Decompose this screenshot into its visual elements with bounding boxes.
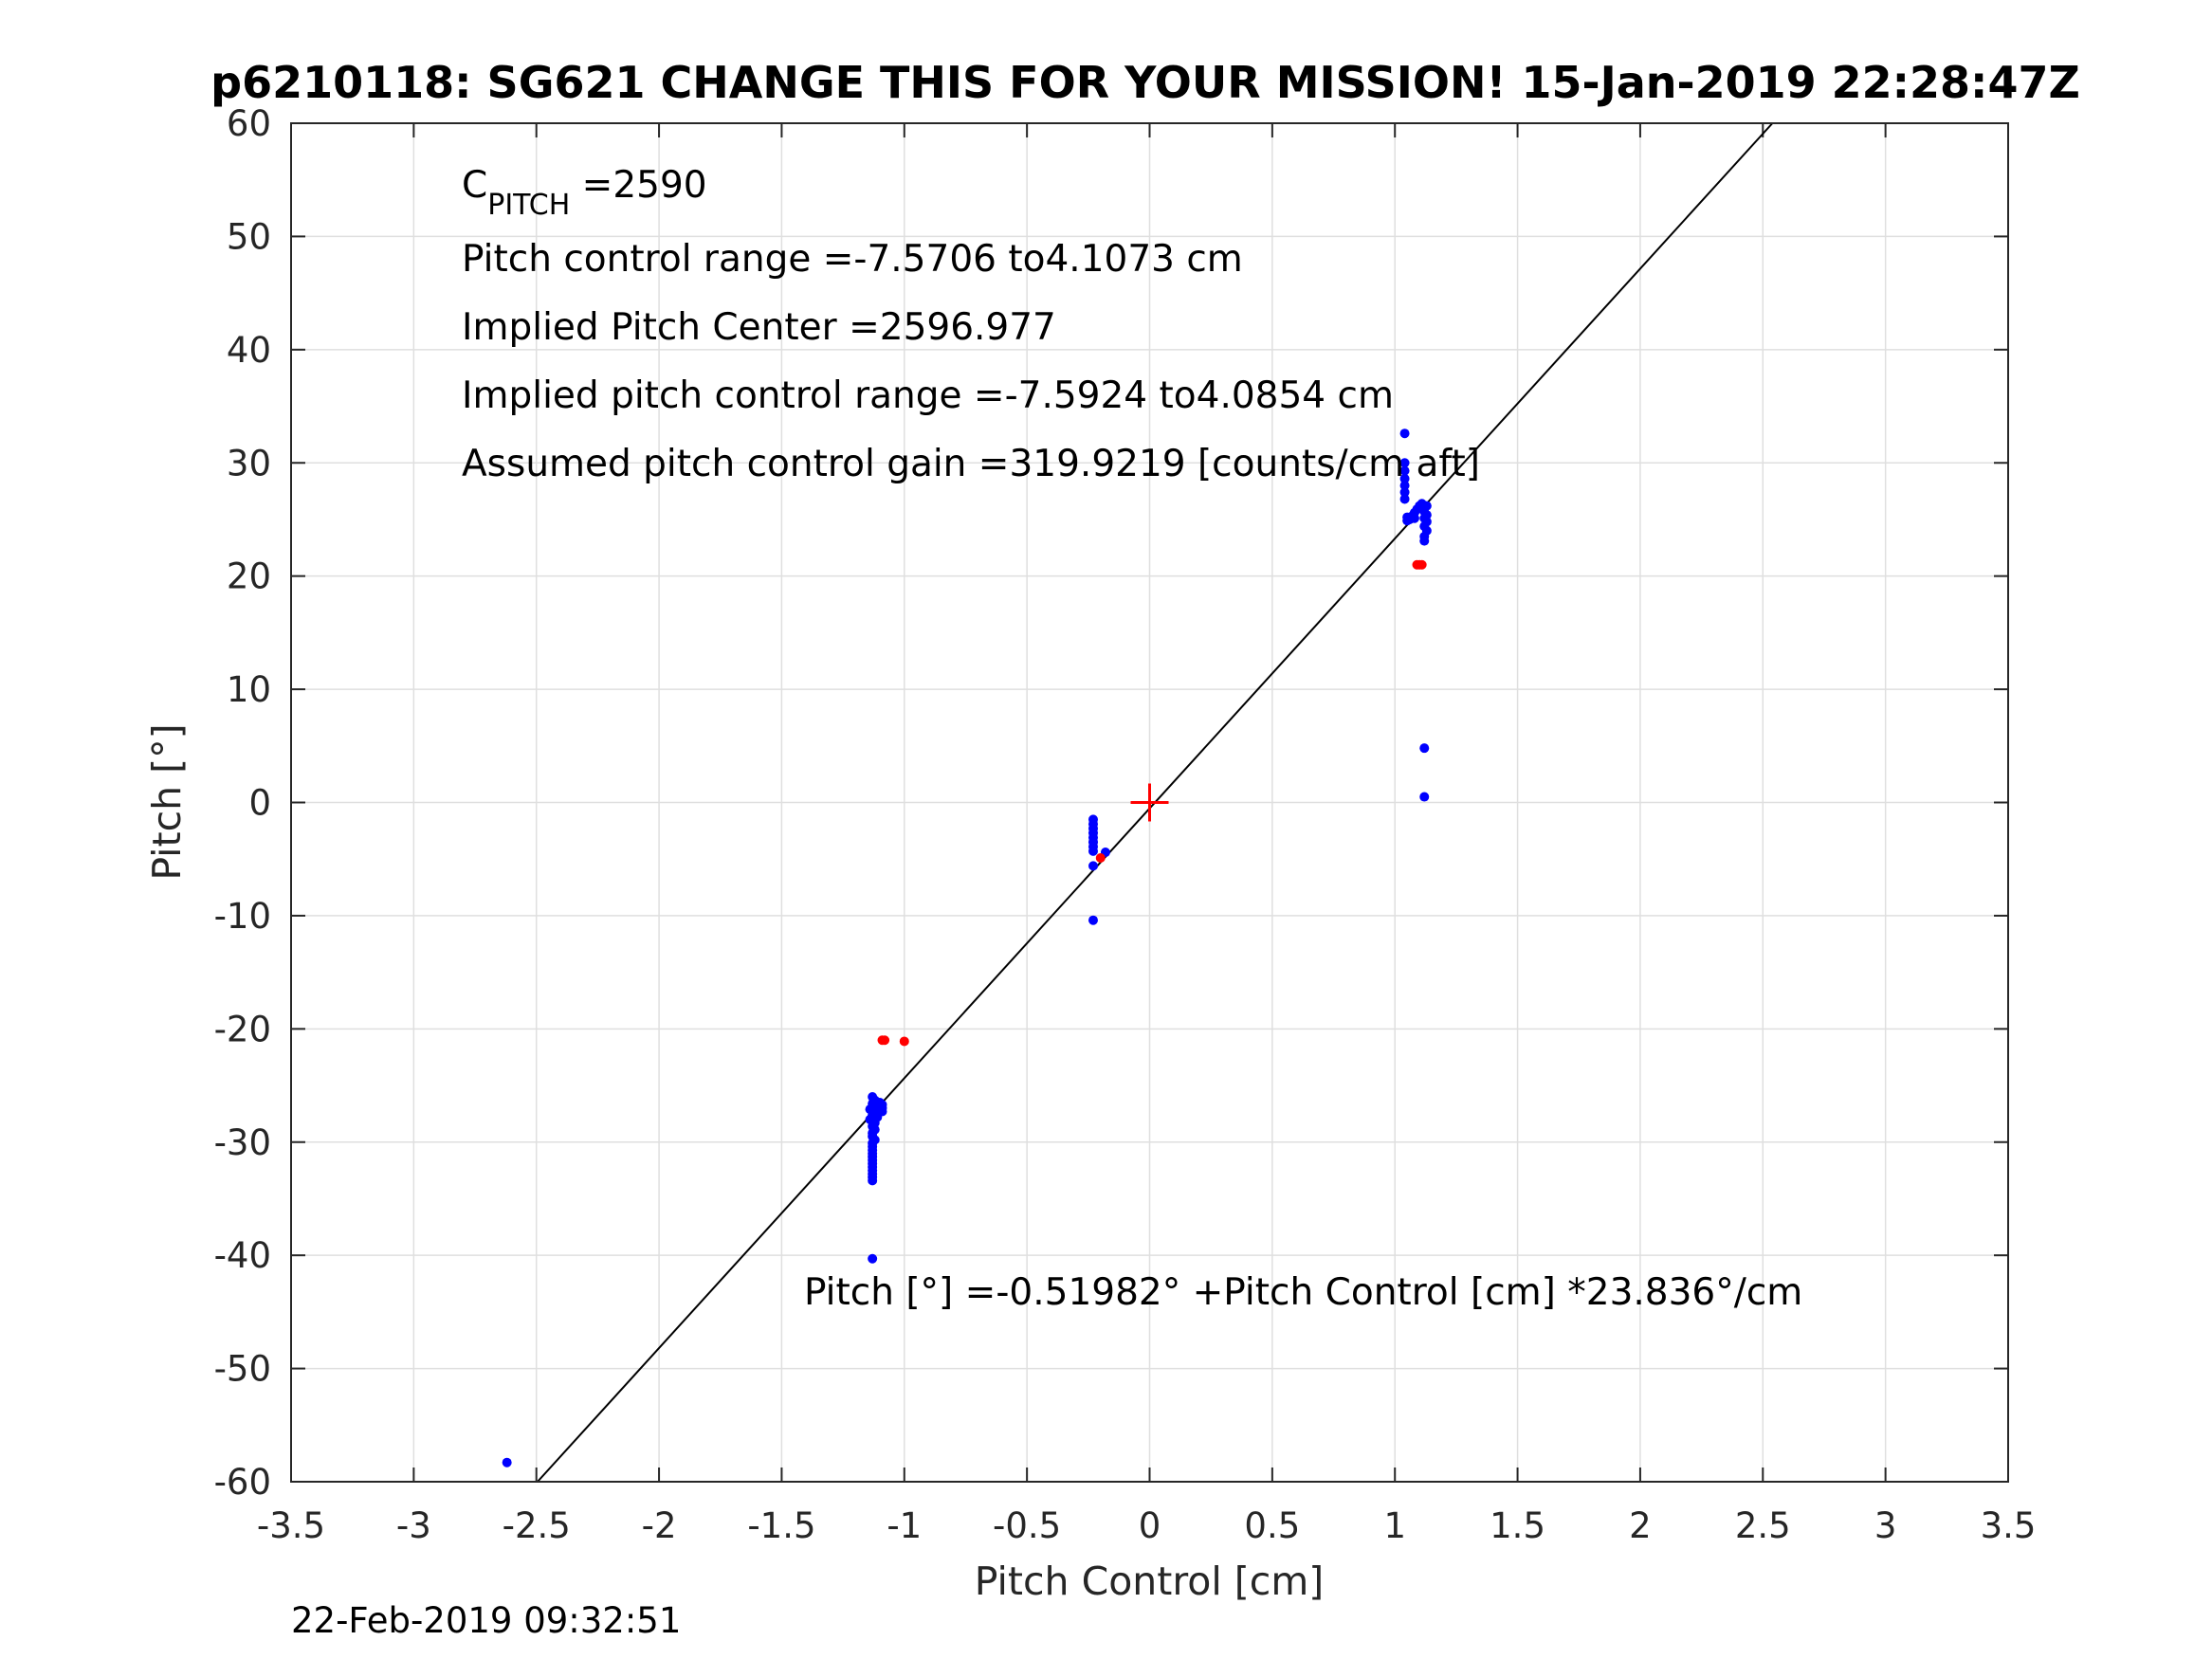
data-point [880, 1035, 890, 1046]
x-tick-labels: -3.5 -3 -2.5 -2 -1.5 -1 -0.5 0 0.5 1 1.5 2 2.5 3 3.5 [257, 1505, 2037, 1546]
y-tick-label: 40 [227, 330, 271, 371]
x-tick-label: -1.5 [747, 1505, 815, 1546]
annotation-c-pitch-subscript: PITCH [487, 189, 570, 222]
y-tick-label: 20 [227, 556, 271, 597]
y-tick-label: 60 [227, 103, 271, 144]
data-point [1419, 743, 1430, 754]
data-point [1417, 559, 1427, 570]
annotation-pitch-control-gain: Assumed pitch control gain =319.9219 [co… [462, 443, 1480, 485]
data-point [1399, 487, 1410, 498]
data-point [1421, 501, 1432, 511]
data-point [1419, 792, 1430, 802]
data-point [1402, 516, 1413, 526]
data-point [1399, 494, 1410, 504]
annotation-implied-control-range: Implied pitch control range =-7.5924 to4… [462, 374, 1394, 417]
data-point [899, 1036, 909, 1047]
data-point [1088, 915, 1098, 925]
x-tick-label: 1 [1383, 1505, 1406, 1546]
x-tick-label: 1.5 [1490, 1505, 1545, 1546]
annotation-pitch-control-range: Pitch control range =-7.5706 to4.1073 cm [462, 238, 1243, 281]
footer-timestamp: 22-Feb-2019 09:32:51 [291, 1600, 681, 1641]
data-point [1419, 536, 1430, 546]
y-tick-label: -10 [214, 896, 271, 937]
data-point [1095, 853, 1106, 864]
data-point [1409, 513, 1419, 523]
data-point [868, 1253, 878, 1264]
annotation-c-pitch: CPITCH =2590 [462, 164, 707, 222]
tick-marks [290, 122, 2009, 1483]
annotation-c-pitch-main: C [462, 164, 487, 207]
data-point [1399, 458, 1410, 468]
data-point [1088, 846, 1098, 856]
x-tick-label: 0 [1139, 1505, 1161, 1546]
y-axis-label: Pitch [°] [144, 723, 190, 880]
y-tick-labels: -60 -50 -40 -30 -20 -10 0 10 20 30 40 50 60 [214, 103, 271, 1503]
y-tick-label: -20 [214, 1009, 271, 1049]
data-point [1399, 428, 1410, 439]
x-tick-label: 0.5 [1244, 1505, 1300, 1546]
x-tick-label: 3 [1874, 1505, 1897, 1546]
x-axis-label: Pitch Control [cm] [975, 1559, 1325, 1604]
y-tick-label: 0 [248, 783, 271, 824]
y-tick-label: 50 [227, 216, 271, 257]
x-tick-label: -0.5 [993, 1505, 1061, 1546]
x-tick-label: 2 [1629, 1505, 1652, 1546]
x-tick-label: -2.5 [503, 1505, 571, 1546]
data-point [1399, 481, 1410, 491]
data-point [502, 1457, 512, 1468]
y-tick-label: -40 [214, 1235, 271, 1276]
data-point [1399, 465, 1410, 476]
y-tick-label: -50 [214, 1349, 271, 1390]
x-tick-label: -1 [887, 1505, 922, 1546]
x-tick-label: -3.5 [257, 1505, 325, 1546]
annotation-implied-pitch-center: Implied Pitch Center =2596.977 [462, 306, 1056, 349]
y-tick-label: 30 [227, 443, 271, 483]
data-points [502, 428, 1432, 1468]
series-1 [877, 559, 1427, 1047]
x-tick-label: 2.5 [1735, 1505, 1791, 1546]
data-point [1399, 473, 1410, 483]
data-point [877, 1106, 887, 1117]
x-tick-label: -3 [396, 1505, 431, 1546]
data-point [874, 1097, 885, 1107]
series-0 [502, 428, 1432, 1468]
center-marker-layer [1130, 783, 1169, 822]
x-tick-label: 3.5 [1981, 1505, 2037, 1546]
x-tick-label: -2 [642, 1505, 677, 1546]
y-tick-label: -60 [214, 1462, 271, 1503]
y-tick-label: 10 [227, 669, 271, 710]
data-point [868, 1176, 878, 1186]
chart-title: p6210118: SG621 CHANGE THIS FOR YOUR MIS… [210, 57, 2080, 108]
plot-frame [290, 122, 2009, 1483]
data-point [1088, 861, 1098, 871]
annotation-fit-equation: Pitch [°] =-0.51982° +Pitch Control [cm]… [804, 1271, 1802, 1314]
y-tick-label: -30 [214, 1122, 271, 1163]
annotation-c-pitch-value: =2590 [570, 164, 706, 207]
